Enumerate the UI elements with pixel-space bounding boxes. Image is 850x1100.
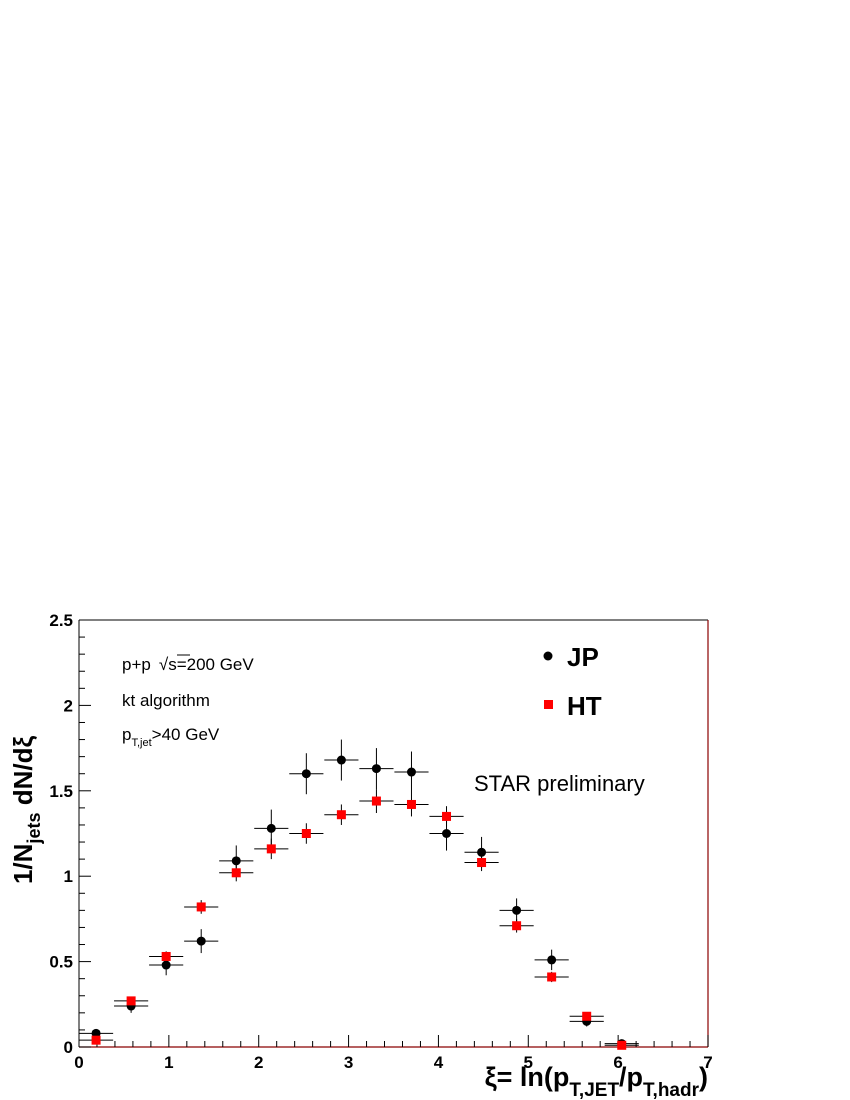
data-point-jp [442,829,452,838]
y-tick-label: 2 [64,696,73,715]
y-axis-title-prefix: 1/N [8,844,38,884]
data-point-jp [161,960,171,970]
x-axis-ticks [78,1035,709,1047]
cut-suffix: >40 GeV [152,725,220,744]
data-point-jp [512,905,522,915]
x-axis-title-mid: /p [619,1062,643,1092]
legend-marker-jp [543,651,553,661]
energy-value: s=200 GeV [168,655,254,674]
data-point-ht [617,1040,627,1050]
data-point-ht [336,810,346,820]
data-point-ht [406,799,416,809]
data-point-jp [231,856,241,866]
preliminary-label: STAR preliminary [474,771,645,796]
data-point-ht [512,921,522,931]
data-series [79,739,639,1050]
data-point-jp [336,755,346,765]
x-tick-label: 1 [164,1053,173,1072]
cut-prefix: p [122,725,131,744]
data-point-jp [371,764,381,774]
data-point-ht [547,972,557,982]
energy-prefix: p+p [122,655,151,674]
x-axis-title-suffix: ) [699,1062,708,1092]
x-tick-label: 7 [703,1053,712,1072]
data-point-ht [196,902,206,912]
y-tick-label: 0.5 [49,953,73,972]
data-point-ht [301,829,311,838]
data-point-jp [477,847,487,857]
data-point-ht [371,796,381,806]
cut-sub: T,jet [131,737,151,749]
y-tick-label: 1 [64,867,73,886]
x-tick-label: 5 [524,1053,533,1072]
x-tick-label: 4 [434,1053,444,1072]
data-point-ht [126,996,136,1006]
data-point-ht [582,1011,592,1021]
x-axis-title-sub2: T,hadr [643,1080,700,1100]
data-point-ht [266,844,276,854]
algorithm-annotation: kt algorithm [122,691,210,710]
y-axis-title-sub: jets [24,813,44,845]
y-axis-title-suffix: dN/dξ [8,736,38,813]
data-point-jp [301,769,311,779]
data-point-ht [442,811,452,821]
data-point-jp [91,1028,101,1038]
series-ht [79,789,639,1050]
y-axis-title: 1/Njets dN/dξ [8,736,44,884]
data-point-jp [266,823,276,833]
x-axis-title: ξ= ln(pT,JET/pT,hadr) [485,1062,708,1100]
legend-label-jp: JP [567,642,599,672]
data-point-jp [547,955,557,965]
y-tick-label: 2.5 [49,611,73,630]
x-tick-label: 0 [74,1053,83,1072]
y-axis-ticks [79,619,91,1048]
energy-annotation: p+p √s=200 GeV [122,655,254,674]
y-axis-tick-labels: 0 0.5 1 1.5 2 2.5 [49,611,73,1057]
energy-sqrt: √ [159,655,169,674]
y-tick-label: 0 [64,1038,73,1057]
x-tick-label: 6 [613,1053,622,1072]
legend-label-ht: HT [567,691,602,721]
data-point-jp [196,936,206,946]
cut-annotation: pT,jet>40 GeV [122,725,220,749]
legend-marker-ht [544,700,553,709]
data-point-ht [161,951,171,961]
x-tick-label: 3 [344,1053,353,1072]
data-point-jp [406,767,416,777]
x-axis-title-prefix: ξ= ln(p [485,1062,570,1092]
x-tick-label: 2 [254,1053,263,1072]
data-point-ht [231,868,241,878]
legend: JP HT [543,642,602,721]
data-point-ht [477,858,487,868]
data-point-ht [91,1035,101,1045]
y-tick-label: 1.5 [49,782,73,801]
x-axis-title-sub1: T,JET [569,1080,619,1100]
x-axis-tick-labels: 0 1 2 3 4 5 6 7 [74,1053,712,1072]
